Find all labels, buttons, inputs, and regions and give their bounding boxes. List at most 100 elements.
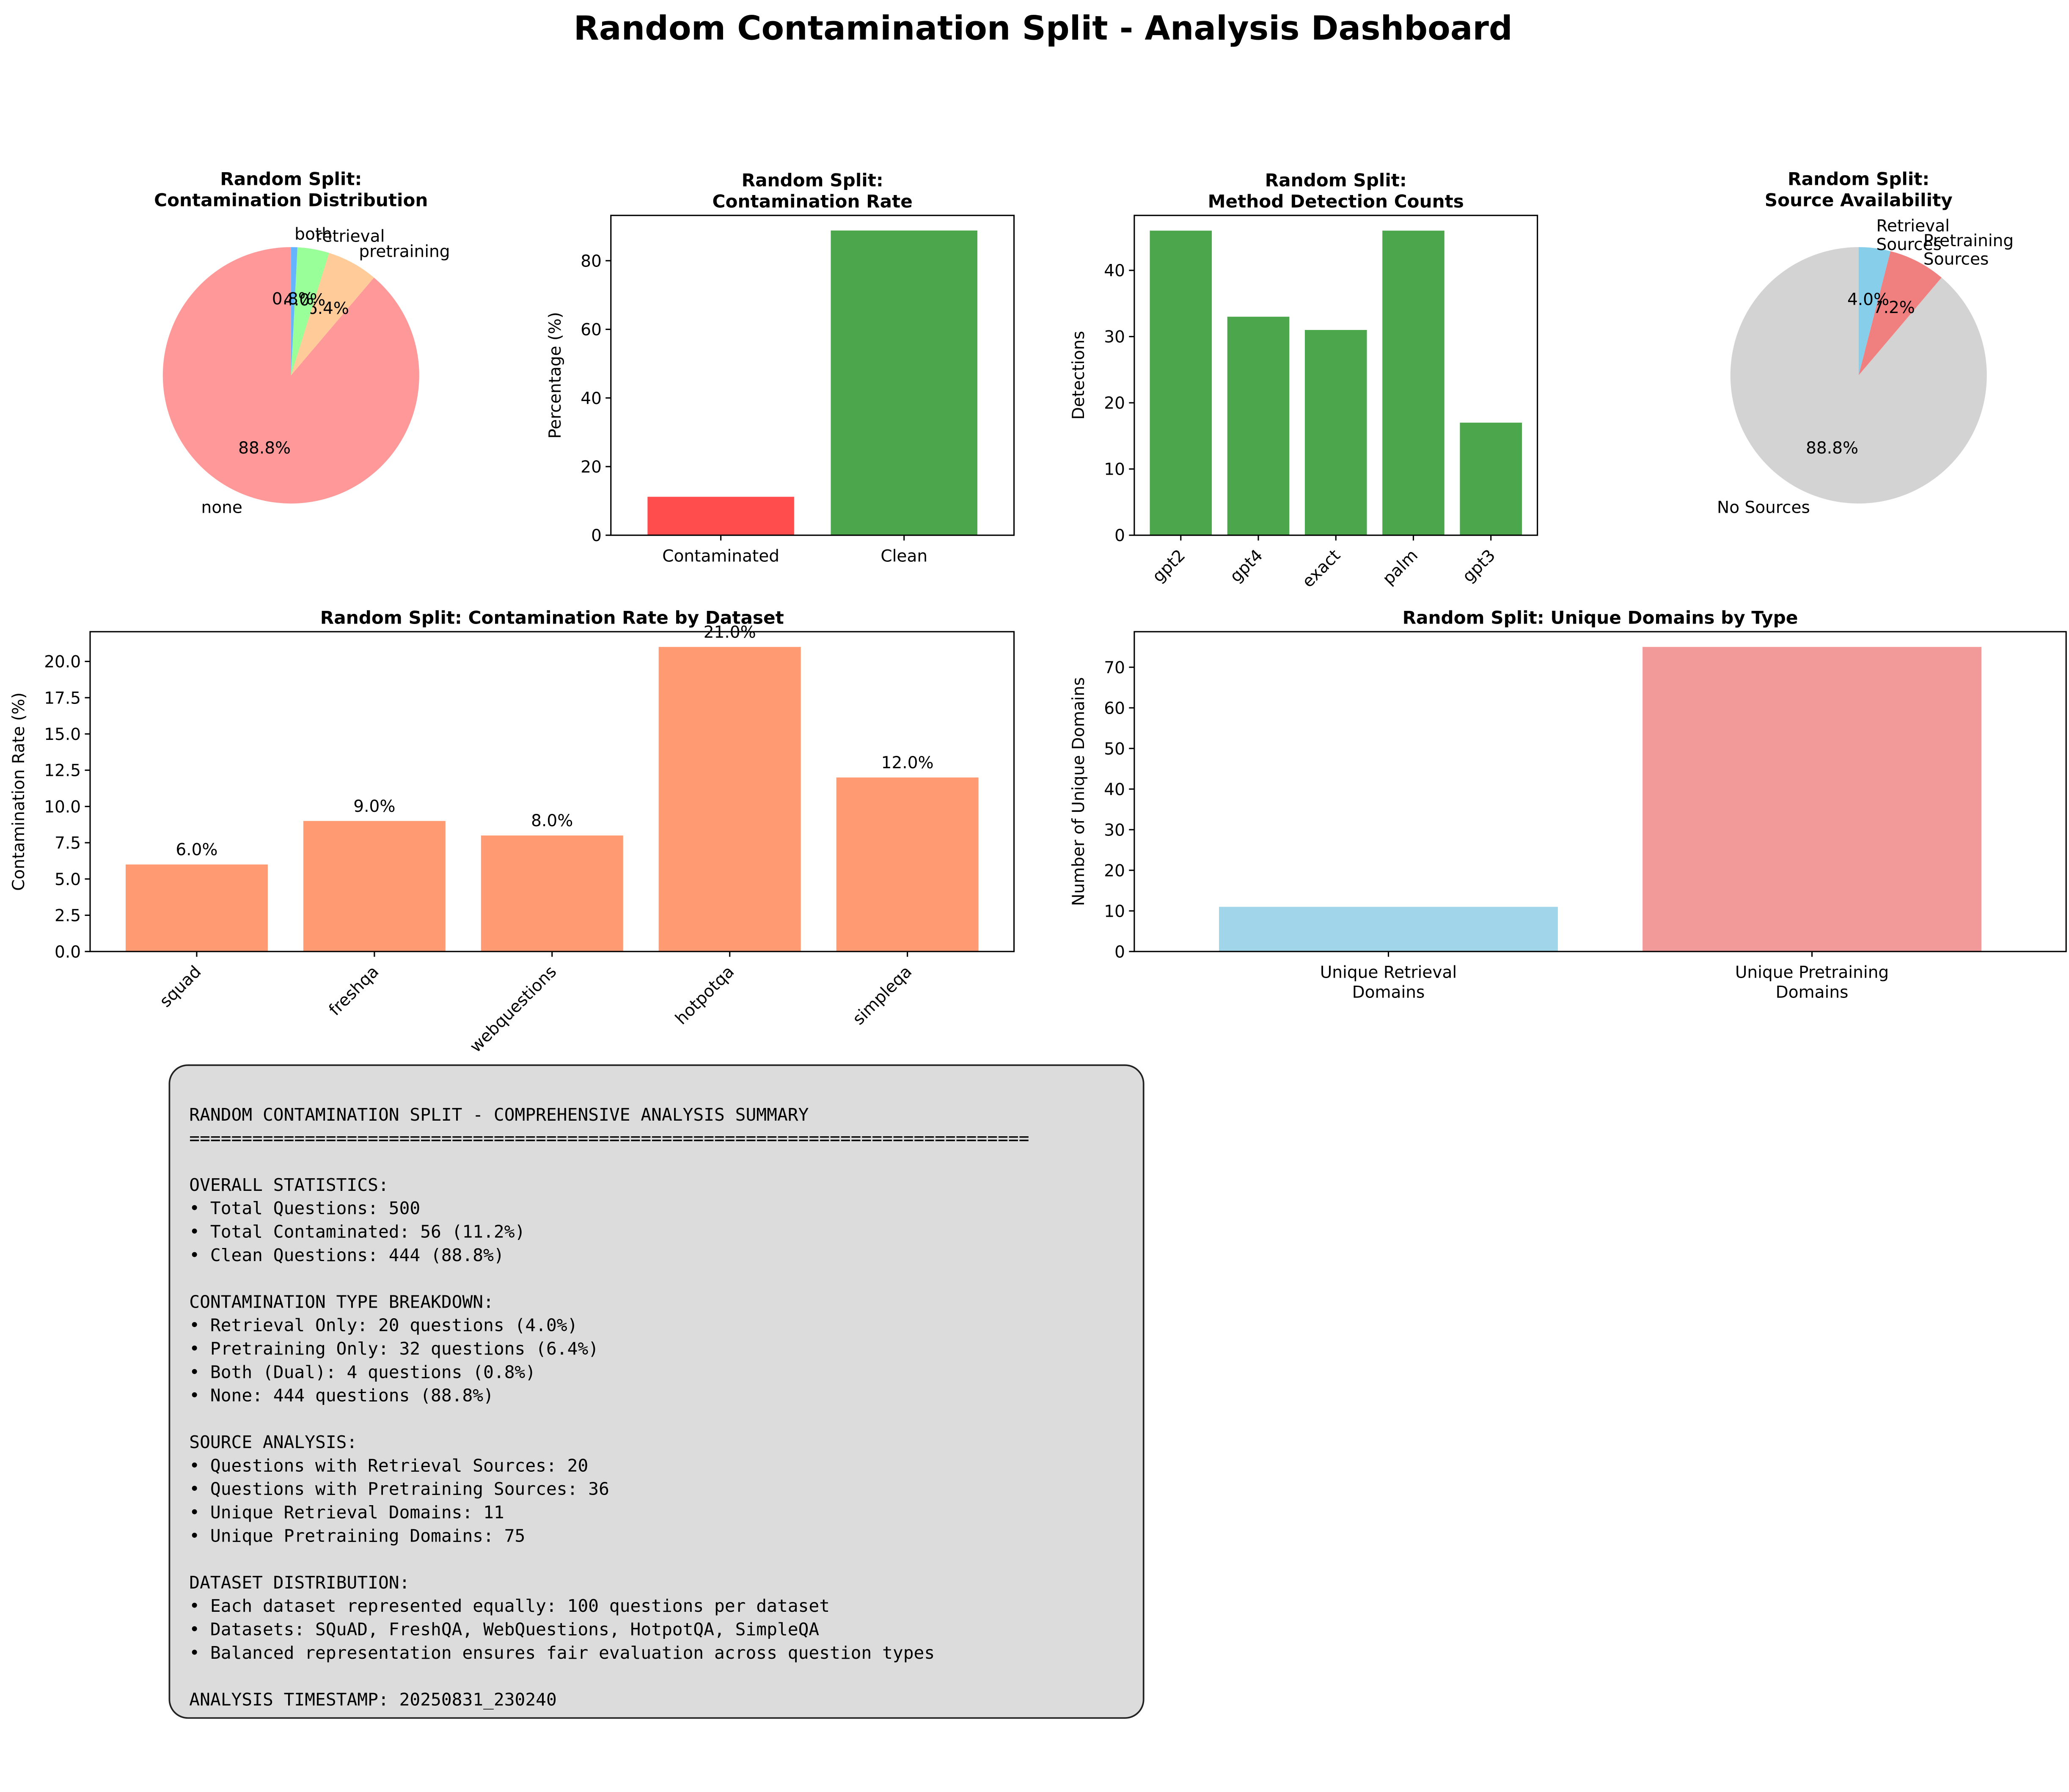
y-tick-label: 12.5 [44, 761, 81, 781]
plot-frame [610, 214, 1015, 536]
bar-gpt2 [1150, 231, 1212, 536]
data-label: 8.0% [531, 811, 573, 830]
bar-palm [1382, 231, 1444, 536]
y-tick-label: 2.5 [55, 907, 81, 926]
slice-percent: 4.0% [283, 291, 325, 310]
summary-line: • Datasets: SQuAD, FreshQA, WebQuestions… [189, 1619, 819, 1640]
slice-retrieval [1858, 247, 1891, 376]
bar-unique-pretraining-domains [1643, 647, 1981, 952]
dashboard-title: Random Contamination Split - Analysis Da… [574, 10, 1513, 48]
svg-text:Random Split:: Random Split: [1788, 168, 1929, 189]
svg-text:No Sources: No Sources [1717, 498, 1810, 517]
y-tick-label: 60 [1104, 699, 1125, 718]
slice-retrieval [291, 247, 329, 376]
slice-label: both [294, 225, 332, 244]
method-detection-bar-chart: Random Split:Method Detection Counts 0 10 2… [1069, 170, 1538, 591]
bar-webquestions [481, 835, 623, 952]
chart-title: Random Split:Contamination Distribution [154, 168, 428, 210]
slice-percent: 0.8% [272, 289, 314, 308]
unique-domains-bar-chart: Random Split: Unique Domains by Type 0 10 2… [1069, 607, 2067, 1002]
slice-percent: 88.8% [238, 439, 291, 458]
plot-frame [1134, 214, 1538, 536]
svg-text:Domains: Domains [1352, 983, 1425, 1002]
y-axis-label: Percentage (%) [546, 312, 565, 439]
bar-simpleqa [836, 777, 979, 952]
contamination-distribution-pie: Random Split:Contamination Distribution n… [154, 168, 450, 517]
bar-clean [831, 230, 977, 536]
slice-no sources [1730, 247, 1987, 504]
slice-percent: 7.2% [1873, 298, 1915, 317]
svg-text:Random Split: Unique Domains b: Random Split: Unique Domains by Type [1403, 607, 1798, 628]
summary-line: • Unique Retrieval Domains: 11 [189, 1502, 504, 1523]
summary-line: SOURCE ANALYSIS: [189, 1432, 357, 1452]
x-tick-label: Contaminated [662, 547, 779, 566]
slice-percent: 6.4% [307, 299, 349, 318]
bar-gpt3 [1460, 423, 1522, 536]
data-label: 6.0% [176, 841, 217, 860]
source-availability-pie: Random Split:Source Availability No Sourc… [1717, 168, 2014, 517]
slice-percent: 4.0% [1847, 290, 1889, 309]
svg-text:Method Detection Counts: Method Detection Counts [1208, 191, 1464, 212]
y-axis-label: Contamination Rate (%) [9, 693, 28, 891]
y-axis-label: Number of Unique Domains [1069, 677, 1088, 906]
slice-label: No Sources [1717, 498, 1810, 517]
svg-text:Unique Retrieval: Unique Retrieval [1320, 963, 1457, 982]
y-tick-label: 40 [1104, 780, 1125, 799]
y-tick-label: 30 [1104, 328, 1125, 347]
chart-title: Random Split: Contamination Rate by Data… [320, 607, 784, 628]
svg-text:Random Split:: Random Split: [220, 168, 362, 189]
svg-text:Random Split:: Random Split: [1265, 170, 1407, 190]
summary-line: • Unique Pretraining Domains: 75 [189, 1525, 525, 1546]
svg-text:retrieval: retrieval [316, 227, 385, 246]
y-tick-label: 20 [581, 458, 602, 477]
y-tick-label: 0 [1114, 526, 1125, 545]
slice-label: pretraining [359, 242, 450, 261]
y-tick-label: 20 [1104, 394, 1125, 413]
slice-pretraining [291, 253, 374, 376]
y-tick-label: 80 [581, 252, 602, 271]
plot-frame [89, 631, 1015, 952]
summary-line: • Clean Questions: 444 (88.8%) [189, 1245, 504, 1265]
bar-exact [1304, 330, 1367, 536]
bar-gpt4 [1227, 316, 1290, 536]
y-tick-label: 0 [591, 526, 602, 545]
summary-line: • Each dataset represented equally: 100 … [189, 1596, 830, 1616]
y-tick-label: 20 [1104, 861, 1125, 880]
y-tick-label: 40 [581, 389, 602, 408]
summary-line: • Both (Dual): 4 questions (0.8%) [189, 1362, 536, 1382]
y-tick-label: 10 [1104, 460, 1125, 479]
summary-text: RANDOM CONTAMINATION SPLIT - COMPREHENSI… [189, 1105, 1029, 1710]
summary-line: • Total Contaminated: 56 (11.2%) [189, 1222, 525, 1242]
chart-title: Random Split:Source Availability [1765, 168, 1953, 210]
svg-text:Random Split: Contamination Ra: Random Split: Contamination Rate by Data… [320, 607, 784, 628]
chart-title: Random Split:Method Detection Counts [1208, 170, 1464, 212]
data-label: 21.0% [704, 623, 756, 642]
summary-line: • Retrieval Only: 20 questions (4.0%) [189, 1315, 578, 1336]
summary-line: • Total Questions: 500 [189, 1198, 420, 1218]
data-label: 9.0% [353, 797, 395, 816]
y-tick-label: 15.0 [44, 725, 81, 744]
y-tick-label: 50 [1104, 739, 1125, 759]
bar-freshqa [303, 821, 446, 952]
summary-line: OVERALL STATISTICS: [189, 1175, 389, 1195]
y-tick-label: 10.0 [44, 797, 81, 816]
summary-line: • Pretraining Only: 32 questions (6.4%) [189, 1339, 599, 1359]
summary-line: DATASET DISTRIBUTION: [189, 1572, 410, 1593]
slice-label: none [201, 498, 242, 517]
y-tick-label: 10 [1104, 902, 1125, 921]
svg-text:Contamination Distribution: Contamination Distribution [154, 190, 428, 210]
svg-text:Pretraining: Pretraining [1923, 231, 2014, 250]
y-tick-label: 0 [1114, 943, 1125, 962]
summary-line: CONTAMINATION TYPE BREAKDOWN: [189, 1292, 494, 1312]
y-tick-label: 60 [581, 321, 602, 340]
summary-line: • Questions with Retrieval Sources: 20 [189, 1455, 588, 1476]
svg-text:Random Split:: Random Split: [742, 170, 883, 190]
slice-none [162, 247, 419, 504]
summary-line: RANDOM CONTAMINATION SPLIT - COMPREHENSI… [189, 1105, 809, 1125]
svg-text:pretraining: pretraining [359, 242, 450, 261]
svg-text:Sources: Sources [1876, 235, 1942, 254]
svg-text:Contaminated: Contaminated [662, 547, 779, 566]
plot-frame [1134, 631, 2067, 952]
